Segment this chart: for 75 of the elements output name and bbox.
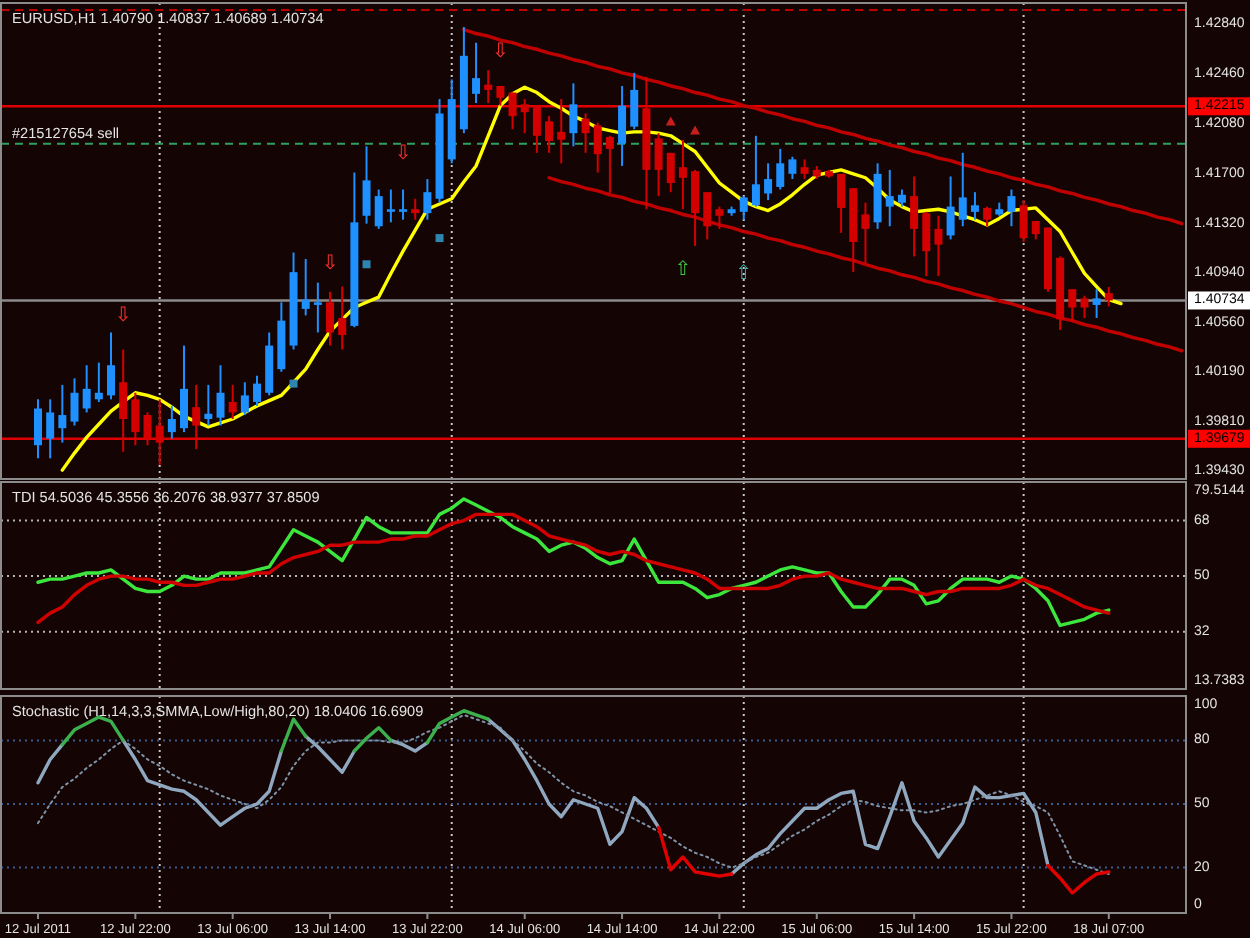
candlestick [751, 134, 760, 208]
candlestick [1080, 294, 1089, 320]
candlestick [605, 134, 614, 195]
candlestick [374, 188, 383, 230]
candlestick [910, 175, 919, 258]
candlestick [861, 201, 870, 264]
candlestick [472, 41, 481, 105]
candlestick [301, 258, 310, 317]
candlestick [338, 285, 347, 351]
candlestick [399, 188, 408, 221]
annotation: ⇩ [492, 41, 509, 63]
candlestick [800, 158, 809, 181]
point [289, 379, 298, 388]
candlestick [228, 383, 237, 420]
candlestick [545, 115, 554, 154]
candlestick [313, 281, 322, 334]
candlestick [326, 290, 335, 347]
candlestick [362, 145, 371, 225]
candlestick [386, 188, 395, 224]
candlestick [167, 404, 176, 440]
candlestick [922, 210, 931, 278]
candlestick [1092, 288, 1101, 320]
candlestick [82, 364, 91, 414]
candlestick [180, 344, 189, 434]
candlestick [204, 383, 213, 427]
annotation: ⇧ [674, 259, 692, 281]
candlestick [411, 197, 420, 221]
candlestick [837, 172, 846, 234]
annotation: ⇩ [394, 143, 412, 165]
candlestick [715, 205, 724, 230]
candlestick [703, 191, 712, 241]
candlestick [678, 138, 687, 211]
candlestick [764, 162, 773, 202]
point [690, 125, 701, 135]
candlestick [1007, 188, 1016, 228]
candlestick [216, 364, 225, 427]
candlestick [593, 121, 602, 174]
candlestick [618, 84, 627, 167]
point [435, 234, 444, 243]
point [665, 116, 676, 126]
candlestick [934, 214, 943, 278]
candlestick [1031, 220, 1040, 241]
candlestick [739, 195, 748, 221]
candlestick [970, 191, 979, 221]
candlestick [788, 155, 797, 181]
candlestick [58, 383, 67, 444]
candlestick [885, 168, 894, 228]
annotation: ⇩ [114, 305, 132, 327]
candlestick [581, 112, 590, 154]
candlestick [70, 377, 79, 427]
annotation: ⇧ [735, 263, 753, 285]
candlestick [654, 132, 663, 198]
candlestick [1019, 199, 1028, 243]
candlestick [630, 71, 639, 131]
line-series [547, 176, 1184, 353]
line-series [462, 27, 1184, 226]
candlestick [253, 374, 262, 407]
candlestick [958, 151, 967, 228]
candlestick [423, 178, 432, 221]
candlestick [666, 151, 675, 194]
candlestick [1068, 288, 1077, 323]
candlestick [946, 175, 955, 241]
annotation: ⇩ [321, 253, 339, 275]
candlestick [569, 82, 578, 148]
candlestick [983, 205, 992, 228]
candlestick [776, 147, 785, 191]
candlestick [240, 381, 249, 417]
candlestick [265, 331, 274, 397]
candlestick [107, 331, 116, 401]
candlestick [46, 398, 55, 460]
candlestick [691, 168, 700, 247]
point [362, 260, 371, 269]
candlestick [94, 361, 103, 403]
candlestick [1104, 285, 1113, 308]
candlestick [34, 398, 42, 460]
